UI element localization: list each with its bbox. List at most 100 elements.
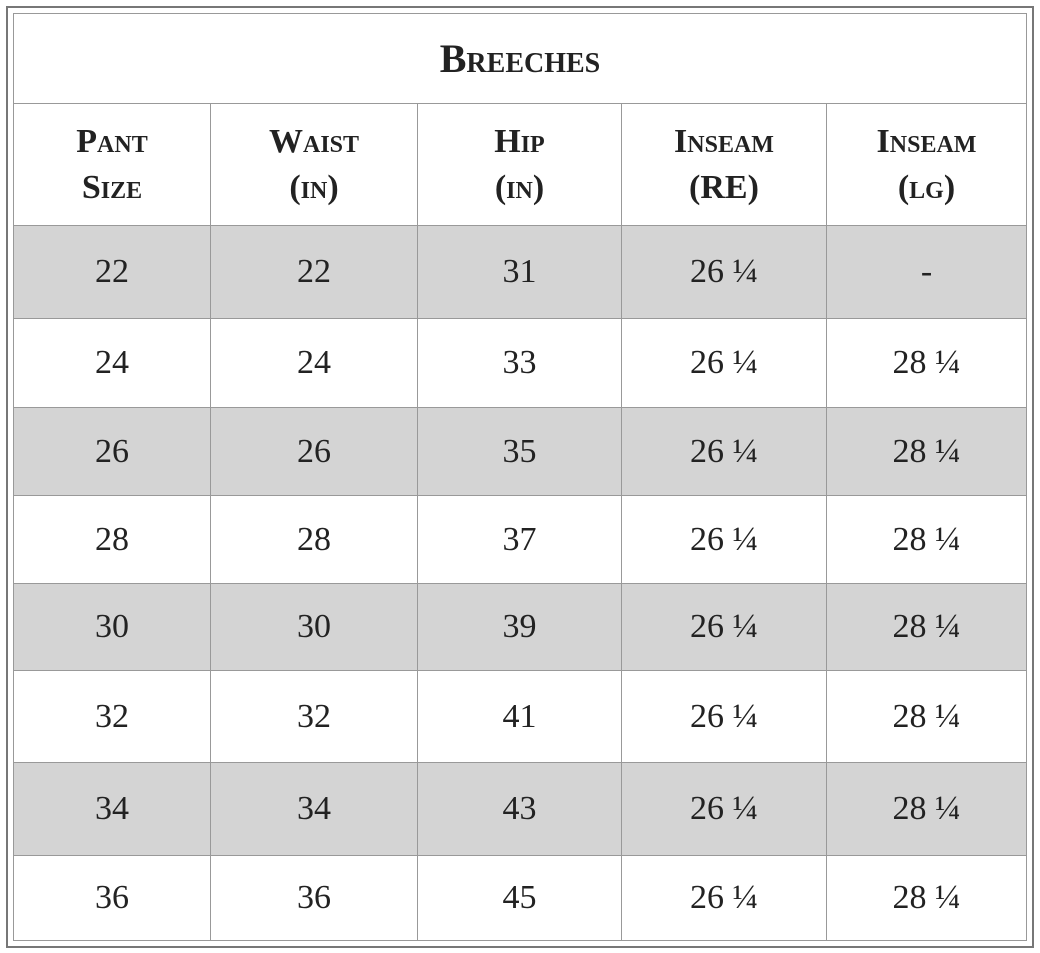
header-cell: Waist (in): [211, 104, 418, 226]
title-cell: Breeches: [14, 14, 1026, 104]
cell-text: 26 ¼: [690, 520, 758, 558]
title: Breeches: [439, 36, 601, 81]
data-cell: 28 ¼: [827, 584, 1026, 671]
cell-text: 26 ¼: [690, 879, 758, 916]
data-cell: 26 ¼: [622, 226, 827, 319]
data-cell: 32: [211, 671, 418, 763]
data-cell: 28 ¼: [827, 408, 1026, 496]
data-cell: 22: [211, 226, 418, 319]
cell-text: 26 ¼: [690, 608, 758, 645]
data-cell: 28: [211, 496, 418, 584]
cell-text: 26: [297, 432, 331, 470]
cell-text: (RE): [689, 168, 759, 206]
cell-text: 28 ¼: [892, 790, 961, 827]
data-cell: 24: [211, 319, 418, 408]
data-cell: 26 ¼: [622, 408, 827, 496]
cell-text: 36: [95, 879, 129, 916]
data-cell: 33: [418, 319, 622, 408]
header-cell: Pant Size: [14, 104, 211, 226]
header-cell: Inseam (RE): [622, 104, 827, 226]
data-cell: 37: [418, 496, 622, 584]
header-cell: Hip (in): [418, 104, 622, 226]
cell-text: 26 ¼: [690, 697, 758, 735]
cell-text: 22: [95, 253, 129, 290]
cell-text: 39: [502, 608, 537, 645]
data-cell: 36: [14, 856, 211, 940]
cell-text: 32: [95, 697, 129, 735]
cell-text: (in): [289, 168, 339, 206]
data-cell: 28 ¼: [827, 319, 1026, 408]
cell-text: 28 ¼: [892, 879, 961, 916]
data-cell: 28 ¼: [827, 496, 1026, 584]
cell-text: (in): [494, 168, 545, 206]
cell-text: Pant: [76, 122, 148, 160]
data-cell: 41: [418, 671, 622, 763]
cell-text: 35: [502, 432, 537, 470]
data-cell: 26 ¼: [622, 496, 827, 584]
data-cell: 30: [211, 584, 418, 671]
cell-text: 26 ¼: [690, 790, 758, 827]
data-cell: 24: [14, 319, 211, 408]
cell-text: 34: [95, 790, 129, 827]
cell-text: 26 ¼: [690, 432, 758, 470]
cell-text: 24: [297, 344, 331, 381]
data-cell: 39: [418, 584, 622, 671]
data-cell: 26 ¼: [622, 584, 827, 671]
cell-text: (lg): [897, 168, 956, 206]
cell-text: 28: [95, 520, 129, 558]
cell-text: 28 ¼: [892, 608, 961, 645]
cell-text: 45: [502, 879, 537, 916]
cell-text: Hip: [494, 122, 545, 160]
cell-text: 30: [297, 608, 331, 645]
cell-text: 28: [297, 520, 331, 558]
frame: [6, 6, 1034, 948]
cell-text: 26: [95, 432, 129, 470]
data-cell: 28: [14, 496, 211, 584]
data-cell: 30: [14, 584, 211, 671]
cell-text: 41: [502, 697, 537, 735]
cell-text: 24: [95, 344, 129, 381]
data-cell: 34: [211, 763, 418, 856]
data-cell: 26 ¼: [622, 319, 827, 408]
header-cell: Inseam (lg): [827, 104, 1026, 226]
cell-text: 28 ¼: [892, 697, 961, 735]
data-cell: 45: [418, 856, 622, 940]
cell-text: 36: [297, 879, 331, 916]
data-cell: 34: [14, 763, 211, 856]
data-cell: 35: [418, 408, 622, 496]
data-cell: -: [827, 226, 1026, 319]
cell-text: 32: [297, 697, 331, 735]
data-cell: 26: [211, 408, 418, 496]
cell-text: 28 ¼: [892, 520, 961, 558]
cell-text: 37: [502, 520, 537, 558]
data-cell: 28 ¼: [827, 856, 1026, 940]
cell-text: 33: [502, 344, 537, 381]
cell-text: 28 ¼: [892, 344, 961, 381]
data-cell: 36: [211, 856, 418, 940]
cell-text: Inseam: [876, 122, 977, 160]
cell-text: Waist: [268, 122, 360, 160]
cell-text: 28 ¼: [892, 432, 961, 470]
cell-text: Inseam: [674, 122, 774, 160]
cell-text: 34: [297, 790, 331, 827]
cell-text: 31: [502, 253, 537, 290]
data-cell: 26 ¼: [622, 856, 827, 940]
cell-text: 43: [502, 790, 537, 827]
cell-text: 30: [95, 608, 129, 645]
data-cell: 28 ¼: [827, 763, 1026, 856]
data-cell: 28 ¼: [827, 671, 1026, 763]
data-cell: 26: [14, 408, 211, 496]
cell-text: 22: [297, 253, 331, 290]
cell-text: 26 ¼: [690, 344, 758, 381]
cell-text: 26 ¼: [690, 253, 758, 290]
cell-text: -: [920, 253, 933, 290]
data-cell: 26 ¼: [622, 671, 827, 763]
data-cell: 31: [418, 226, 622, 319]
data-cell: 26 ¼: [622, 763, 827, 856]
data-cell: 32: [14, 671, 211, 763]
data-cell: 22: [14, 226, 211, 319]
cell-text: Size: [81, 168, 143, 206]
data-cell: 43: [418, 763, 622, 856]
table: Breeches Pant Size Waist (in) Hip (in) Inseam (…: [13, 13, 1027, 941]
